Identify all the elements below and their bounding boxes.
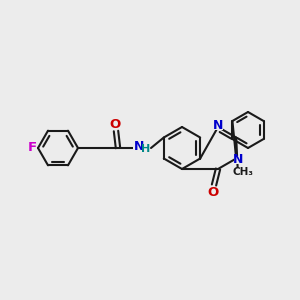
Text: F: F	[27, 141, 37, 154]
Bar	[110, 121, 119, 129]
Bar	[208, 187, 217, 195]
Text: N: N	[134, 140, 144, 152]
Bar	[214, 122, 223, 130]
Text: O: O	[207, 185, 219, 199]
Bar	[133, 142, 149, 152]
Bar	[27, 143, 37, 152]
Text: H: H	[141, 144, 151, 154]
Bar	[236, 167, 250, 176]
Text: O: O	[110, 118, 121, 130]
Bar	[234, 155, 243, 164]
Text: CH₃: CH₃	[232, 167, 254, 177]
Text: N: N	[213, 119, 223, 132]
Text: N: N	[233, 153, 243, 166]
